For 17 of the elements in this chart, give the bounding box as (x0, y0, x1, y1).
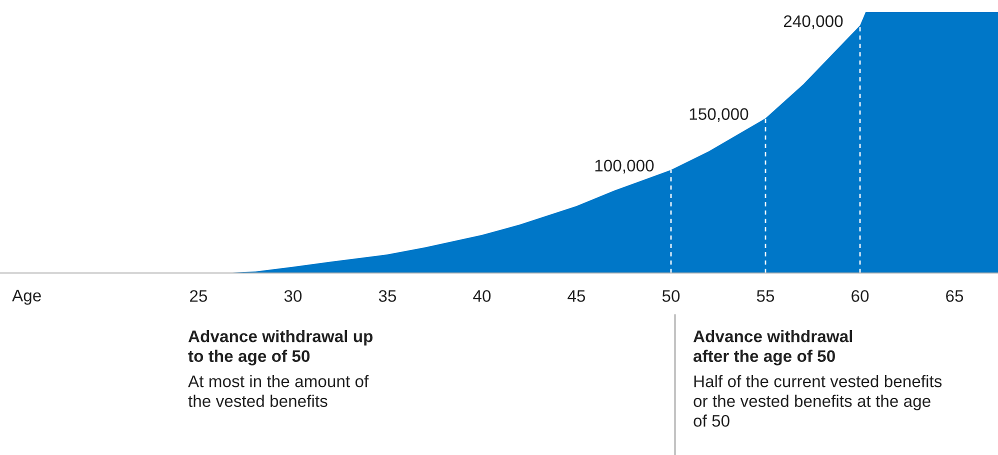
x-tick-label: 35 (378, 290, 396, 302)
text: At most in the amount of the vested benefits (188, 375, 369, 408)
x-tick-label: 65 (946, 290, 964, 302)
text: Advance withdrawal after the age of 50 (693, 330, 852, 366)
x-axis-title: Age (12, 290, 41, 305)
x-tick-label: 30 (284, 290, 302, 302)
data-label: 150,000 (690, 108, 748, 122)
x-tick-label: 55 (756, 290, 774, 302)
data-label: 240,000 (784, 15, 843, 30)
text: Advance withdrawal up to the age of 50 (188, 330, 373, 366)
x-tick-label: 50 (662, 290, 680, 302)
x-tick-label: 45 (568, 290, 586, 302)
text: Half of the current vested benefits or the vested benefits at the age of 50 (694, 375, 942, 427)
x-tick-label: 40 (473, 290, 491, 302)
x-tick-label: 25 (190, 290, 208, 302)
x-tick-label: 60 (852, 290, 869, 302)
data-label: 100,000 (595, 160, 654, 174)
